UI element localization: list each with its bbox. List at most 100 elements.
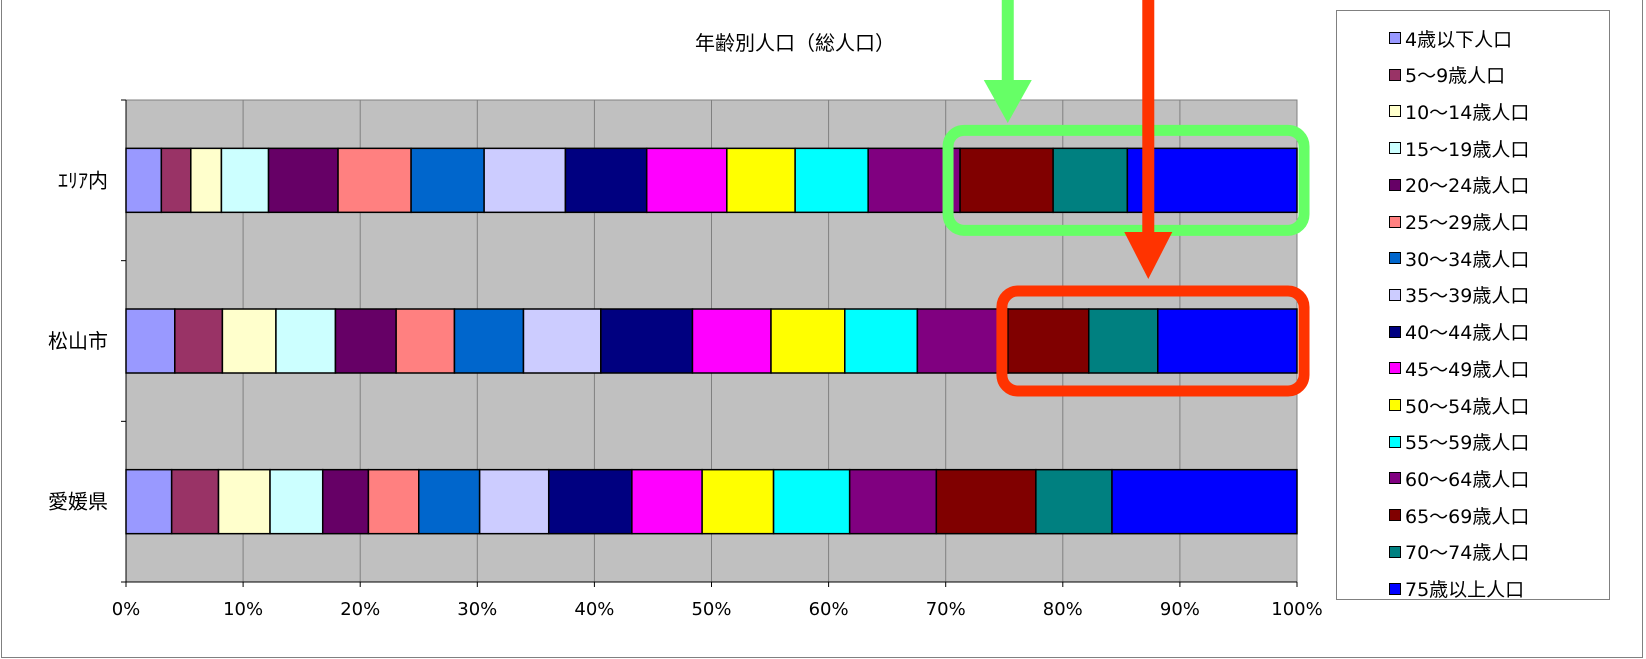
bar-segment xyxy=(844,308,919,374)
bar-segment xyxy=(217,468,271,535)
legend-item: 50～54歳人口 xyxy=(1389,393,1530,418)
bar-segment xyxy=(1126,147,1298,214)
bar-segment xyxy=(267,147,339,214)
bar-segment xyxy=(367,468,420,535)
legend-label: 4歳以下人口 xyxy=(1405,28,1513,51)
bar-segment xyxy=(645,147,728,214)
x-tick-label: 40% xyxy=(574,599,614,620)
legend-swatch xyxy=(1389,105,1401,118)
legend-swatch xyxy=(1389,509,1401,522)
legend-label: 35～39歳人口 xyxy=(1405,285,1530,308)
legend-label: 10～14歳人口 xyxy=(1405,101,1530,124)
legend-item: 70～74歳人口 xyxy=(1389,540,1529,564)
red-highlight-box xyxy=(996,285,1310,397)
legend-swatch xyxy=(1389,472,1401,485)
x-tick-label: 60% xyxy=(809,599,849,620)
bar-segment xyxy=(221,308,277,374)
legend-item: 15～19歳人口 xyxy=(1389,136,1530,161)
x-tick-label: 80% xyxy=(1043,599,1083,620)
bar-segment xyxy=(935,468,1037,535)
legend-label: 75歳以上人口 xyxy=(1405,579,1525,601)
bar-segment xyxy=(770,308,846,374)
bar-segment xyxy=(321,468,370,535)
legend-swatch xyxy=(1389,435,1401,448)
legend-swatch xyxy=(1389,215,1401,228)
legend-item: 20～24歳人口 xyxy=(1389,173,1529,197)
bar-segment xyxy=(522,308,602,374)
bar-segment xyxy=(220,147,270,214)
x-tick-label: 100% xyxy=(1271,599,1322,620)
legend-item: 10～14歳人口 xyxy=(1389,99,1530,124)
legend-item: 40～44歳人口 xyxy=(1389,320,1529,344)
bar-segment xyxy=(125,308,176,374)
legend-item: 5～9歳人口 xyxy=(1389,63,1505,87)
bar-segment xyxy=(1052,147,1129,214)
x-tick-label: 20% xyxy=(340,599,380,620)
legend-swatch xyxy=(1389,582,1401,595)
bar-segment xyxy=(726,147,796,214)
bar-segment xyxy=(564,147,648,214)
chart-title: 年齢別人口（総人口） xyxy=(695,31,895,55)
legend-swatch xyxy=(1389,32,1401,44)
legend-label: 60～64歳人口 xyxy=(1405,468,1530,491)
bar-segment xyxy=(1111,468,1298,535)
legend-label: 55～59歳人口 xyxy=(1405,432,1530,455)
legend-label: 45～49歳人口 xyxy=(1405,358,1530,381)
legend-label: 70～74歳人口 xyxy=(1405,542,1530,565)
bar-segment xyxy=(334,308,397,374)
legend-item: 25～29歳人口 xyxy=(1389,210,1529,234)
bar-segment xyxy=(1007,308,1090,374)
legend-label: 20～24歳人口 xyxy=(1405,175,1530,198)
bar-segment xyxy=(395,308,456,374)
category-label: 松山市 xyxy=(48,329,108,353)
bar-segment xyxy=(631,468,703,535)
legend-label: 5～9歳人口 xyxy=(1405,65,1506,88)
x-tick-label: 0% xyxy=(112,599,141,620)
legend-item: 30～34歳人口 xyxy=(1389,246,1530,271)
bar-segment xyxy=(1157,308,1298,374)
bar-segment xyxy=(1087,308,1159,374)
bar-segment xyxy=(174,308,224,374)
legend-label: 30～34歳人口 xyxy=(1405,248,1530,271)
legend-item: 75歳以上人口 xyxy=(1389,577,1524,601)
category-label: 愛媛県 xyxy=(48,490,108,514)
legend-swatch xyxy=(1389,68,1401,81)
legend-swatch xyxy=(1389,545,1401,558)
legend-item: 55～59歳人口 xyxy=(1389,430,1529,454)
x-tick-label: 90% xyxy=(1160,599,1200,620)
bar-segment xyxy=(125,468,173,535)
bar-segment xyxy=(794,147,869,214)
bar-segment xyxy=(772,468,851,535)
legend-swatch xyxy=(1389,142,1401,155)
legend-item: 35～39歳人口 xyxy=(1389,283,1529,307)
bar-segment xyxy=(701,468,775,535)
legend-swatch xyxy=(1389,399,1401,411)
bar-segment xyxy=(170,468,220,535)
bar-segment xyxy=(275,308,337,374)
bar-segment xyxy=(547,468,633,535)
bar-segment xyxy=(125,147,163,214)
red-arrow-head xyxy=(1124,232,1173,279)
legend-item: 45～49歳人口 xyxy=(1389,356,1530,381)
legend-label: 15～19歳人口 xyxy=(1405,138,1530,161)
legend-item: 60～64歳人口 xyxy=(1389,466,1530,491)
x-tick-label: 30% xyxy=(457,599,497,620)
green-highlight-box xyxy=(942,124,1310,236)
legend-item: 65～69歳人口 xyxy=(1389,503,1529,528)
legend-swatch xyxy=(1389,288,1401,301)
bar-segment xyxy=(848,468,938,535)
bar-segment xyxy=(478,468,550,535)
legend-label: 25～29歳人口 xyxy=(1405,212,1530,234)
legend-item: 4歳以下人口 xyxy=(1389,26,1513,51)
bar-segment xyxy=(600,308,694,374)
x-tick-label: 50% xyxy=(691,599,731,620)
legend-label: 50～54歳人口 xyxy=(1405,395,1530,418)
legend-swatch xyxy=(1389,178,1401,191)
bar-segment xyxy=(337,147,412,214)
bar-segment xyxy=(691,308,772,374)
x-tick-label: 70% xyxy=(926,599,966,620)
bar-segment xyxy=(418,468,481,535)
legend-swatch xyxy=(1389,325,1401,338)
plot-layer: 0% 10% 20% 30% 40% 50% 60% 70% 80% 90% 100% ｴﾘｱ内松山市… xyxy=(48,99,1323,620)
